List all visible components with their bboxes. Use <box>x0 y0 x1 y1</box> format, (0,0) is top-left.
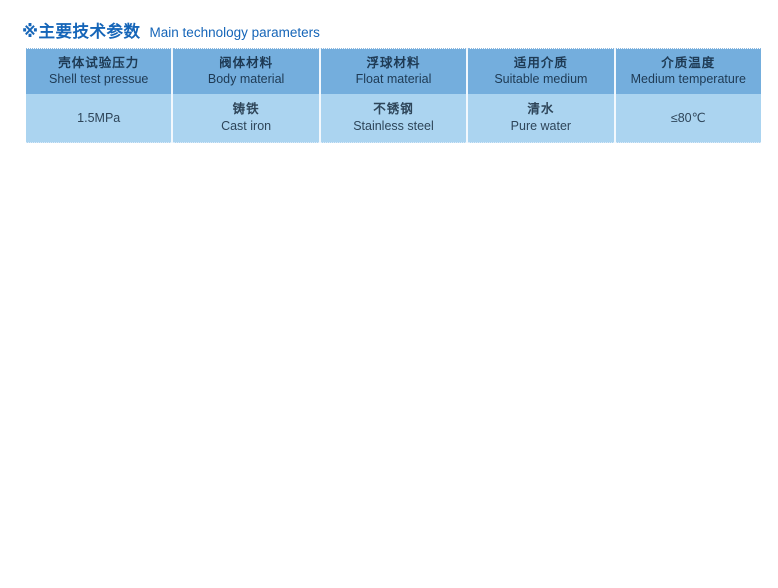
page-title: ※主要技术参数 Main technology parameters <box>22 18 320 42</box>
header-cell-body-material: 阀体材料 Body material <box>171 48 320 94</box>
cell-value: ≤80℃ <box>670 111 706 126</box>
cell-float-material-value: 不锈钢 Stainless steel <box>318 93 468 143</box>
page-title-english: Main technology parameters <box>149 25 320 40</box>
cell-shell-test-pressure-value: 1.5MPa <box>26 94 172 143</box>
header-label-en: Medium temperature <box>630 72 746 87</box>
header-label-en: Float material <box>355 72 432 87</box>
header-label-zh: 适用介质 <box>513 56 568 71</box>
header-label-zh: 壳体试验压力 <box>58 56 140 71</box>
cell-value-zh: 不锈钢 <box>373 101 414 116</box>
page-title-chinese: ※主要技术参数 <box>22 23 141 41</box>
header-cell-float-material: 浮球材料 Float material <box>318 48 468 94</box>
cell-value-en: Pure water <box>510 118 572 133</box>
header-label-zh: 介质温度 <box>661 56 716 71</box>
cell-value: 1.5MPa <box>77 110 121 125</box>
header-cell-shell-test-pressure: 壳体试验压力 Shell test pressue <box>26 49 172 94</box>
cell-medium-temperature-value: ≤80℃ <box>613 93 761 143</box>
table-row: 1.5MPa 铸铁 Cast iron 不锈钢 Stainless steel … <box>26 93 761 143</box>
header-cell-suitable-medium: 适用介质 Suitable medium <box>466 48 615 94</box>
header-label-en: Suitable medium <box>494 72 588 87</box>
cell-value-en: Stainless steel <box>353 118 434 133</box>
table-header-row: 壳体试验压力 Shell test pressue 阀体材料 Body mate… <box>26 48 761 94</box>
header-label-zh: 阀体材料 <box>219 56 274 71</box>
cell-suitable-medium-value: 清水 Pure water <box>466 93 615 143</box>
cell-value-zh: 铸铁 <box>232 101 260 116</box>
header-cell-medium-temperature: 介质温度 Medium temperature <box>613 48 761 94</box>
cell-value-zh: 清水 <box>527 101 555 116</box>
cell-body-material-value: 铸铁 Cast iron <box>171 93 320 143</box>
header-label-en: Shell test pressue <box>49 72 149 87</box>
cell-value-en: Cast iron <box>221 118 272 133</box>
header-label-en: Body material <box>207 72 285 87</box>
parameters-table: 壳体试验压力 Shell test pressue 阀体材料 Body mate… <box>26 48 761 143</box>
header-label-zh: 浮球材料 <box>366 56 421 71</box>
